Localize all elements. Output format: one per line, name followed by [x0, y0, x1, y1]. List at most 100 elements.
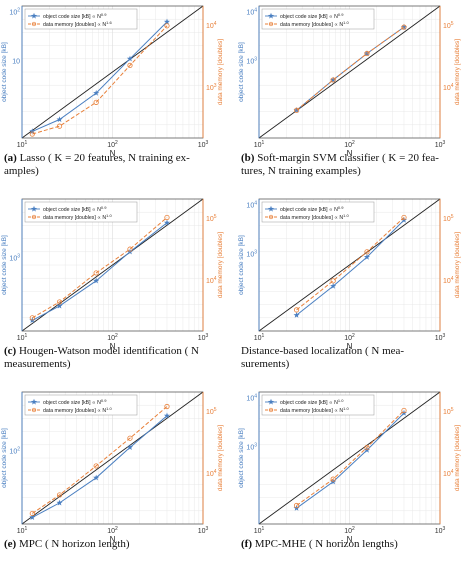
left-tick-label: 104	[246, 201, 257, 210]
data-point	[56, 116, 63, 123]
x-tick-label: 103	[198, 333, 209, 342]
right-tick-label: 105	[443, 21, 454, 30]
caption-line: amples)	[4, 165, 39, 177]
data-point	[93, 99, 99, 105]
y-axis-label-left: object code size [kB]	[1, 42, 8, 102]
legend-label: object code size [kB] ∝ N0.9	[43, 12, 107, 20]
x-tick-label: 101	[17, 526, 28, 535]
caption-tag: (c)	[4, 345, 19, 357]
data-point	[364, 444, 370, 451]
data-point	[364, 50, 370, 57]
legend-box	[261, 394, 375, 416]
series-line	[296, 410, 405, 506]
data-point	[401, 407, 407, 414]
data-point	[127, 435, 133, 441]
data-point	[56, 299, 63, 305]
x-tick-label: 101	[17, 333, 28, 342]
x-tick-label: 103	[435, 333, 446, 342]
right-tick-label: 104	[206, 276, 217, 285]
y-axis-label-left: object code size [kB]	[1, 235, 8, 295]
legend-marker	[268, 12, 274, 19]
x-axis-label: N	[347, 342, 353, 351]
data-point	[401, 214, 407, 221]
right-tick-label: 105	[443, 214, 454, 223]
legend-box	[261, 8, 375, 30]
y-axis-label-right: data memory [doubles]	[454, 425, 461, 491]
data-point	[364, 249, 370, 255]
legend-label: object code size [kB] ∝ N0.9	[280, 12, 344, 20]
y-axis-label-right: data memory [doubles]	[454, 39, 461, 105]
legend-marker	[31, 398, 37, 405]
legend-marker	[31, 205, 37, 212]
data-point	[163, 219, 170, 226]
figure-caption: (c) Hougen-Watson model identification (…	[4, 345, 232, 371]
left-tick-label: 103	[246, 249, 257, 258]
right-tick-label: 104	[443, 83, 454, 92]
chart-panel: 101 102 103 N 104 103 105 104 object code size […	[237, 0, 474, 193]
x-axis-label: N	[110, 149, 116, 158]
x-tick-label: 101	[254, 333, 265, 342]
y-axis-label-left: object code size [kB]	[238, 428, 245, 488]
caption-line: measurements)	[4, 358, 71, 370]
y-axis-label-right: data memory [doubles]	[217, 232, 224, 298]
y-axis-label-left: object code size [kB]	[1, 428, 8, 488]
reference-line	[21, 5, 204, 139]
legend-box	[24, 394, 138, 416]
figure-caption: Distance-based localization ( N mea-sure…	[241, 345, 469, 371]
caption-tag: (a)	[4, 152, 20, 164]
x-axis-label: N	[347, 535, 353, 544]
legend-marker	[268, 214, 274, 220]
right-tick-label: 103	[206, 83, 217, 92]
left-tick-label: 102	[9, 8, 20, 17]
data-point	[56, 302, 63, 309]
x-axis-label: N	[110, 342, 116, 351]
legend-marker	[268, 205, 274, 212]
legend-label: object code size [kB] ∝ N0.9	[43, 205, 107, 213]
right-tick-label: 104	[443, 276, 454, 285]
data-point	[127, 62, 133, 69]
legend-label: data memory [doubles] ∝ N1.6	[43, 20, 112, 28]
legend-marker	[268, 407, 274, 413]
caption-line: Distance-based localization ( N mea-	[241, 345, 405, 357]
series-line	[296, 26, 405, 111]
caption-line: Soft-margin SVM classifier ( K = 20 fea-	[257, 152, 439, 164]
x-tick-label: 103	[435, 140, 446, 149]
x-tick-label: 103	[198, 526, 209, 535]
left-tick-label: 10	[12, 58, 20, 65]
caption-line: surements)	[241, 358, 290, 370]
data-point	[293, 307, 300, 313]
caption-line: Hougen-Watson model identification ( N	[18, 345, 199, 357]
series-line	[296, 219, 405, 316]
reference-line	[258, 5, 441, 139]
x-tick-label: 102	[344, 333, 355, 342]
legend-label: object code size [kB] ∝ N0.9	[280, 205, 344, 213]
left-tick-label: 102	[9, 446, 20, 455]
y-axis-label-right: data memory [doubles]	[454, 232, 461, 298]
chart-panel: 101 102 103 N 104 103 105 104 object code size […	[237, 193, 474, 386]
reference-line	[21, 198, 204, 332]
left-tick-label: 104	[246, 394, 257, 403]
y-axis-label-right: data memory [doubles]	[217, 39, 224, 105]
legend-marker	[268, 398, 274, 405]
right-tick-label: 105	[206, 214, 217, 223]
figure-caption: (f) MPC-MHE ( N horizon lengths)	[241, 538, 469, 551]
figure-caption: (a) Lasso ( K = 20 features, N training …	[4, 152, 232, 178]
legend-label: data memory [doubles] ∝ N1.0	[43, 406, 112, 414]
data-point	[330, 76, 337, 83]
x-axis-label: N	[347, 149, 353, 158]
right-tick-label: 105	[443, 407, 454, 416]
x-tick-label: 103	[198, 140, 209, 149]
data-point	[29, 514, 36, 520]
data-point	[29, 128, 36, 134]
x-tick-label: 101	[17, 140, 28, 149]
caption-line: MPC ( N horizon length)	[18, 538, 130, 550]
x-tick-label: 102	[107, 140, 118, 149]
legend-label: data memory [doubles] ∝ N1.0	[43, 213, 112, 221]
data-point	[127, 246, 133, 252]
data-point	[293, 107, 300, 113]
data-point	[56, 123, 63, 129]
data-point	[29, 510, 35, 517]
data-point	[93, 474, 100, 481]
